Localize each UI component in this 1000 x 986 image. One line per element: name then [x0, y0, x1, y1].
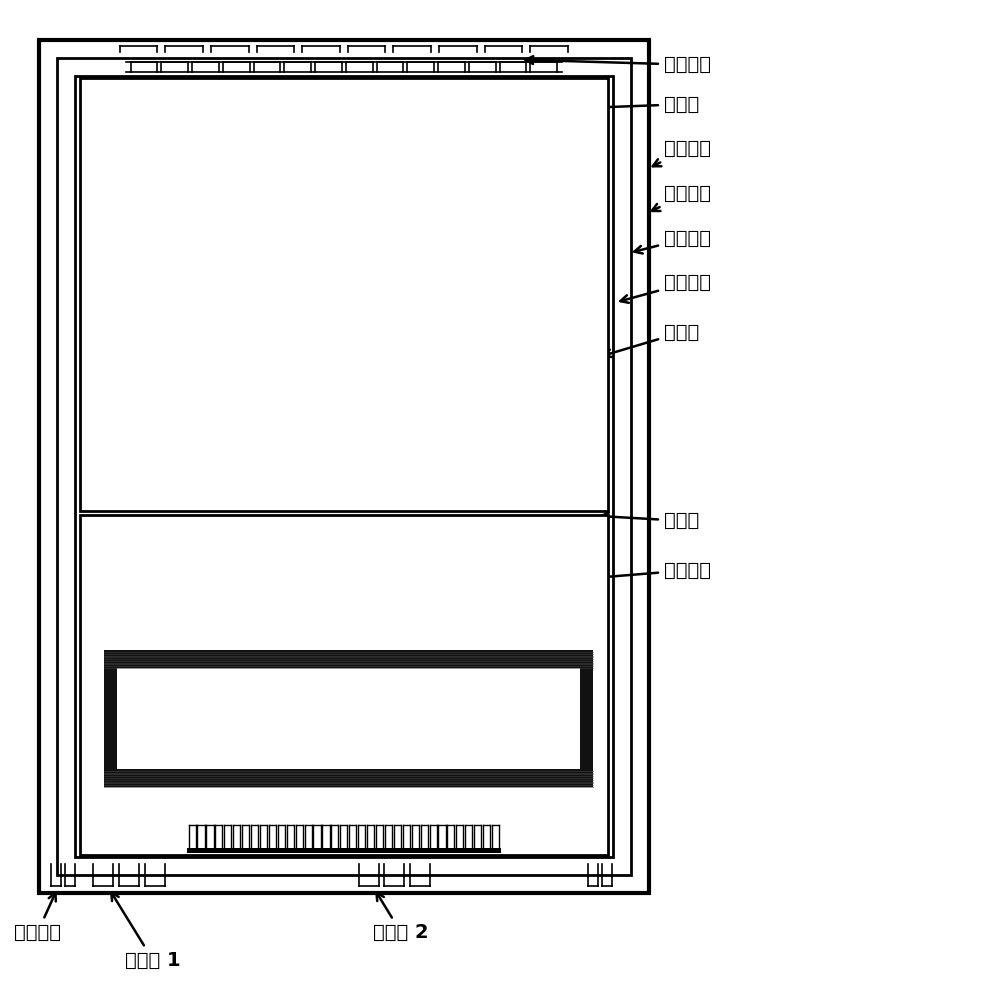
Text: 电极正极: 电极正极	[634, 229, 711, 253]
Text: 出气孔: 出气孔	[555, 95, 699, 113]
Bar	[104, 650, 593, 668]
Bar	[104, 769, 593, 787]
Text: 设备外壳: 设备外壳	[652, 184, 711, 211]
Text: 设备内壁: 设备内壁	[620, 273, 711, 303]
Bar	[39, 39, 649, 892]
Text: 进气孔 2: 进气孔 2	[373, 892, 429, 942]
Bar	[80, 78, 608, 511]
Bar	[57, 58, 631, 875]
Text: 电极负极: 电极负极	[510, 561, 711, 588]
Text: 反应室: 反应室	[604, 322, 699, 357]
Text: 设备外壁: 设备外壁	[653, 139, 711, 167]
Bar	[104, 650, 117, 787]
Text: 进气孔 1: 进气孔 1	[111, 892, 181, 969]
Bar	[80, 515, 608, 855]
Bar	[580, 650, 593, 787]
Text: 石英架: 石英架	[601, 512, 699, 530]
Text: 电磁线圈: 电磁线圈	[525, 55, 711, 74]
Bar	[187, 848, 501, 853]
Text: 电磁线圈: 电磁线圈	[14, 892, 61, 942]
Bar	[75, 76, 613, 857]
